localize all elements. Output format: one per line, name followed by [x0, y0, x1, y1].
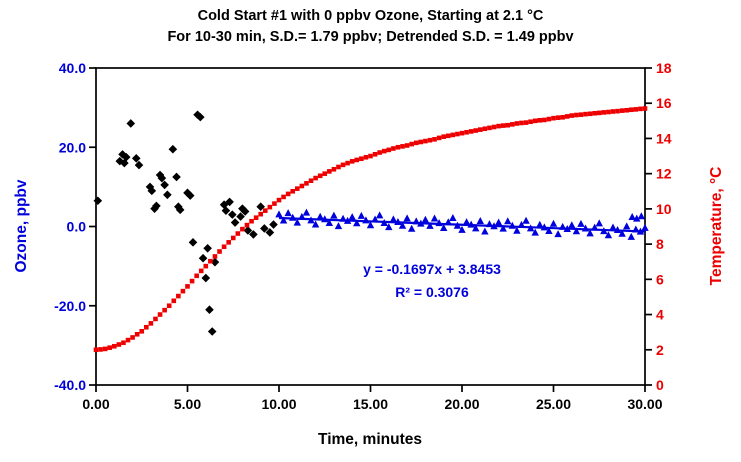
svg-text:6: 6 — [656, 271, 664, 287]
svg-text:16: 16 — [656, 95, 672, 111]
svg-text:0.00: 0.00 — [82, 396, 109, 412]
series-temperature — [93, 106, 648, 353]
y-axis-right-ticks: 0 2 4 6 8 10 12 14 16 18 — [645, 60, 672, 393]
svg-text:0.0: 0.0 — [67, 219, 87, 235]
svg-text:25.00: 25.00 — [536, 396, 571, 412]
series-ozone-10-30-min-detrended — [275, 208, 649, 240]
svg-text:12: 12 — [656, 166, 672, 182]
y-axis-left-label: Ozone, ppbv — [13, 179, 30, 273]
y-axis-right-label: Temperature, °C — [708, 166, 725, 286]
series-ozone-0-10-min — [93, 110, 278, 336]
trend-r-squared: R² = 0.3076 — [395, 284, 469, 301]
x-axis-label: Time, minutes — [318, 431, 422, 448]
y-axis-left-ticks: -40.0 -20.0 0.0 20.0 40.0 — [54, 60, 96, 393]
svg-text:15.00: 15.00 — [353, 396, 388, 412]
svg-text:-20.0: -20.0 — [54, 298, 86, 314]
svg-text:20.00: 20.00 — [444, 396, 479, 412]
chart-title: Cold Start #1 with 0 ppbv Ozone, Startin… — [197, 8, 544, 24]
svg-text:30.00: 30.00 — [627, 396, 662, 412]
svg-text:0: 0 — [656, 377, 664, 393]
svg-text:4: 4 — [656, 307, 664, 323]
svg-text:20.0: 20.0 — [59, 139, 86, 155]
chart-subtitle: For 10-30 min, S.D.= 1.79 ppbv; Detrende… — [167, 29, 574, 45]
svg-text:8: 8 — [656, 236, 664, 252]
x-axis-ticks: 0.00 5.00 10.00 15.00 20.00 25.00 30.00 — [82, 385, 663, 412]
svg-text:14: 14 — [656, 130, 672, 146]
series-ozone-trend-line — [278, 216, 646, 233]
svg-text:10.00: 10.00 — [261, 396, 296, 412]
svg-text:10: 10 — [656, 201, 672, 217]
svg-text:-40.0: -40.0 — [54, 377, 86, 393]
trend-annotation: y = -0.1697x + 3.8453 R² = 0.3076 — [363, 258, 501, 304]
svg-text:18: 18 — [656, 60, 672, 76]
svg-text:40.0: 40.0 — [59, 60, 86, 76]
svg-text:5.00: 5.00 — [174, 396, 201, 412]
trend-equation: y = -0.1697x + 3.8453 — [363, 261, 501, 277]
svg-text:2: 2 — [656, 342, 664, 358]
